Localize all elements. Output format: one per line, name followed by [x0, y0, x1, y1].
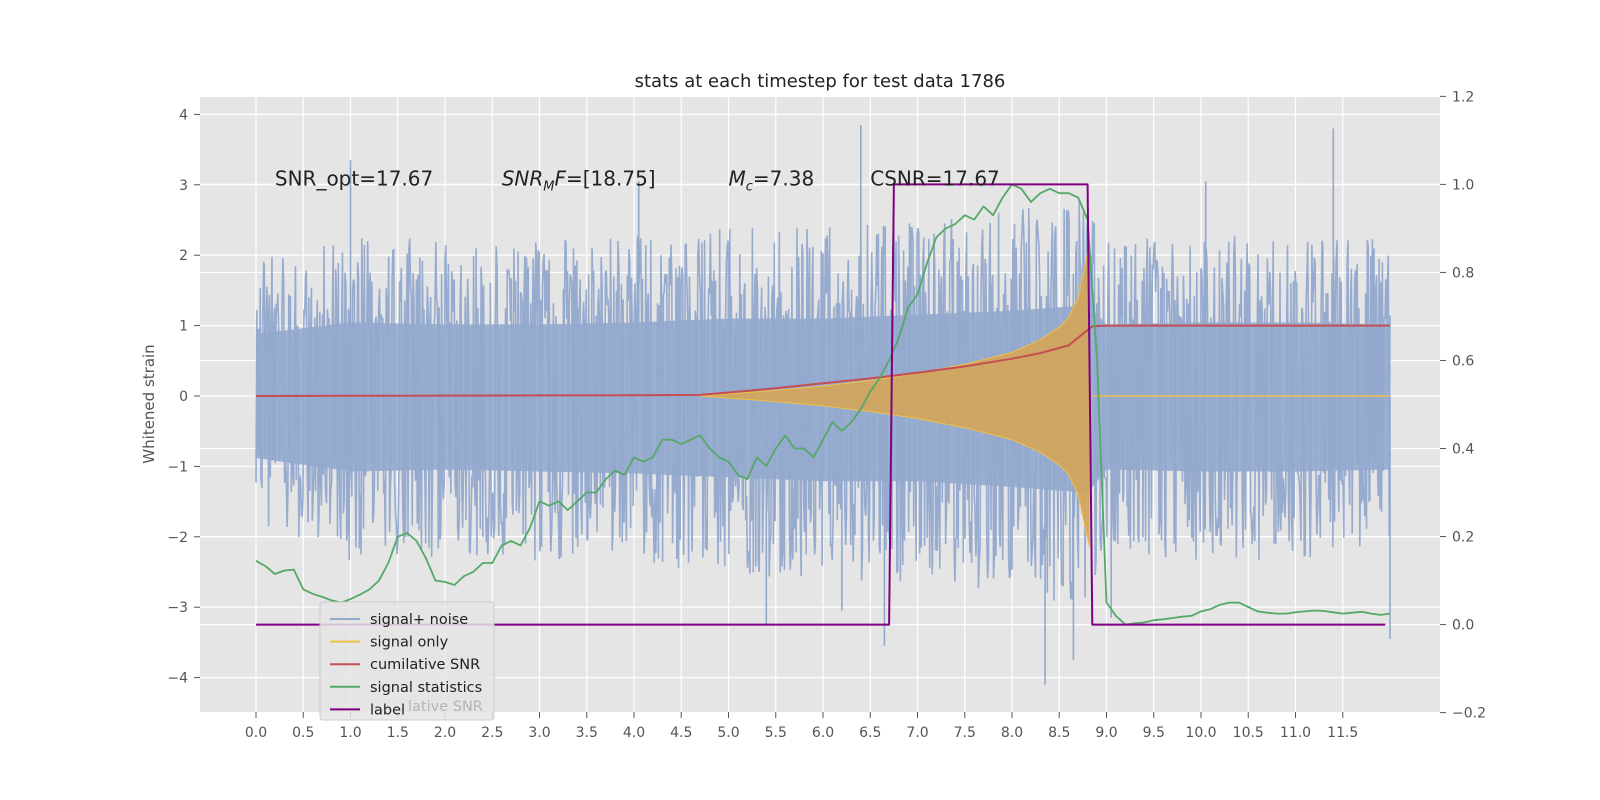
cumilative-snr-line — [255, 324, 1390, 397]
annotation-text: SNRMF=[18.75] — [502, 166, 656, 194]
series-lines — [255, 183, 1391, 626]
legend-box — [319, 601, 495, 721]
y2-tick-label: 0.8 — [1452, 265, 1474, 281]
y2-tick-label: 1.0 — [1452, 177, 1474, 193]
y-tick-label: −2 — [167, 530, 188, 546]
y2-tick-label: −0.2 — [1452, 706, 1486, 722]
x-tick-label: 5.0 — [717, 725, 739, 741]
annotation-text: Mc=7.38 — [729, 166, 815, 194]
y-tick-label: −1 — [167, 459, 188, 475]
chart-title: stats at each timestep for test data 178… — [635, 71, 1006, 92]
x-tick-label: 11.0 — [1280, 725, 1311, 741]
x-tick-label: 6.0 — [812, 725, 834, 741]
x-tick-label: 10.5 — [1233, 725, 1264, 741]
legend-label: cumilative SNR — [370, 657, 480, 673]
y-tick-label: 4 — [179, 107, 188, 123]
x-tick-label: 3.5 — [576, 725, 598, 741]
x-tick-label: 3.0 — [528, 725, 550, 741]
x-tick-label: 11.5 — [1327, 725, 1358, 741]
x-tick-label: 9.0 — [1095, 725, 1117, 741]
y-tick-label: −4 — [167, 671, 188, 687]
x-tick-label: 1.0 — [339, 725, 361, 741]
y2-tick-label: 0.0 — [1452, 618, 1474, 634]
axes: 0.0 0.5 1.0 1.5 2.0 2.5 3.0 3.5 4.0 4.5 5.0 5.5 6.0 6… — [167, 89, 1486, 741]
annotation-text: CSNR=17.67 — [870, 166, 1000, 190]
y2-tick-label: 0.2 — [1452, 530, 1474, 546]
x-tick-label: 7.5 — [954, 725, 976, 741]
x-tick-label: 9.5 — [1143, 725, 1165, 741]
signal-statistics-line — [255, 183, 1391, 626]
y2-tick-label: 0.4 — [1452, 442, 1474, 458]
y-tick-label: 3 — [179, 178, 188, 194]
x-tick-label: 2.0 — [434, 725, 456, 741]
y-tick-label: 1 — [179, 319, 188, 335]
x-tick-label: 10.0 — [1185, 725, 1216, 741]
y-tick-label: 0 — [179, 389, 188, 405]
x-tick-label: 4.0 — [623, 725, 645, 741]
x-tick-label: 4.5 — [670, 725, 692, 741]
label-line — [256, 183, 1386, 626]
legend-label: signal statistics — [370, 680, 482, 696]
x-tick-label: 0.0 — [245, 725, 267, 741]
signal-noise-trace — [255, 199, 1391, 601]
y2-tick-label: 0.6 — [1452, 353, 1474, 369]
x-tick-label: 6.5 — [859, 725, 881, 741]
annotations: SNR_opt=17.67 SNRMF=[18.75] Mc=7.38 CSNR=17… — [275, 166, 1000, 194]
legend-label: signal+ noise — [370, 612, 468, 628]
x-tick-label: 7.0 — [906, 725, 928, 741]
legend-label: signal only — [370, 635, 449, 651]
annotation-text: SNR_opt=17.67 — [275, 166, 433, 190]
x-tick-label: 8.5 — [1048, 725, 1070, 741]
legend-hidden-text: lative SNR — [408, 699, 483, 715]
legend-label: label — [370, 702, 405, 718]
y-tick-label: −3 — [167, 600, 188, 616]
legend: lative SNR signal+ noise signal only cumil… — [319, 601, 495, 721]
y-axis-label: Whitened strain — [140, 344, 158, 463]
x-tick-label: 1.5 — [387, 725, 409, 741]
y-tick-label: 2 — [179, 248, 188, 264]
x-tick-label: 2.5 — [481, 725, 503, 741]
x-tick-label: 0.5 — [292, 725, 314, 741]
x-tick-label: 8.0 — [1001, 725, 1023, 741]
y2-tick-label: 1.2 — [1452, 89, 1474, 105]
x-tick-label: 5.5 — [765, 725, 787, 741]
